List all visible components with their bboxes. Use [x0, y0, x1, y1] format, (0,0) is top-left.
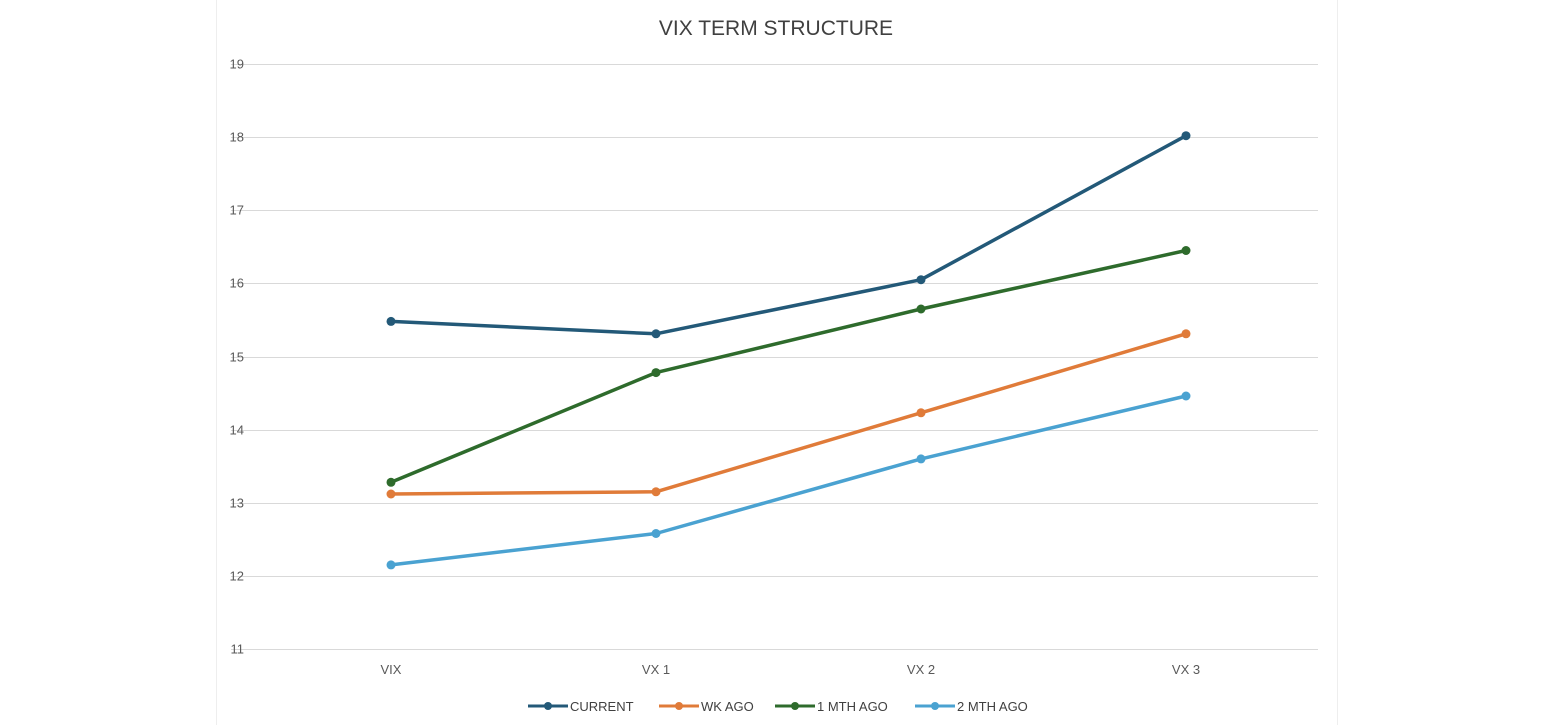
legend-item: CURRENT — [528, 699, 634, 714]
data-point — [916, 408, 926, 418]
legend-label: WK AGO — [701, 699, 754, 714]
legend-item: WK AGO — [659, 699, 754, 714]
y-tick-label: 12 — [230, 569, 244, 584]
series-0 — [386, 131, 1191, 339]
y-tick-label: 19 — [230, 57, 244, 72]
series-line — [389, 248, 1188, 485]
series-1 — [386, 329, 1191, 499]
legend-swatch-marker — [791, 702, 799, 710]
series-line — [389, 133, 1188, 336]
legend-swatch-marker — [675, 702, 683, 710]
legend-label: 1 MTH AGO — [817, 699, 888, 714]
y-tick-label: 13 — [230, 496, 244, 511]
data-point — [651, 487, 661, 497]
x-tick-label: VIX — [381, 662, 402, 677]
data-point — [916, 275, 926, 285]
x-tick-label: VX 1 — [642, 662, 670, 677]
data-point — [386, 316, 396, 326]
legend-label: CURRENT — [570, 699, 634, 714]
x-tick-label: VX 2 — [907, 662, 935, 677]
data-point — [1181, 391, 1191, 401]
data-point — [916, 454, 926, 464]
data-point — [1181, 329, 1191, 339]
x-axis-tick-labels: VIX VX 1 VX 2 VX 3 — [381, 662, 1201, 677]
legend: CURRENT WK AGO 1 MTH AGO 2 MTH AGO — [528, 699, 1028, 714]
series-line — [389, 332, 1188, 496]
data-point — [1181, 246, 1191, 255]
gridlines — [231, 64, 1318, 650]
legend-swatch-marker — [544, 702, 552, 710]
data-point — [916, 304, 926, 314]
legend-item: 1 MTH AGO — [775, 699, 888, 714]
data-point — [1181, 131, 1191, 141]
y-tick-label: 18 — [230, 130, 244, 145]
data-point — [386, 489, 396, 499]
data-point — [651, 329, 661, 339]
legend-swatch-marker — [931, 702, 939, 710]
chart-title: VIX TERM STRUCTURE — [659, 17, 893, 40]
data-point — [651, 368, 661, 378]
series-line — [389, 394, 1188, 567]
y-tick-label: 14 — [230, 423, 244, 438]
y-axis-tick-labels: 11 12 13 14 15 16 17 18 19 — [230, 57, 244, 657]
legend-label: 2 MTH AGO — [957, 699, 1028, 714]
data-point — [386, 560, 396, 570]
data-point — [386, 477, 396, 487]
y-tick-label: 17 — [230, 203, 244, 218]
y-tick-label: 16 — [230, 276, 244, 291]
series-lines — [386, 131, 1191, 570]
legend-item: 2 MTH AGO — [915, 699, 1028, 714]
y-tick-label: 11 — [231, 642, 245, 657]
x-tick-label: VX 3 — [1172, 662, 1200, 677]
data-point — [651, 529, 661, 538]
y-tick-label: 15 — [230, 350, 244, 365]
series-2 — [386, 246, 1191, 487]
series-3 — [386, 391, 1191, 570]
